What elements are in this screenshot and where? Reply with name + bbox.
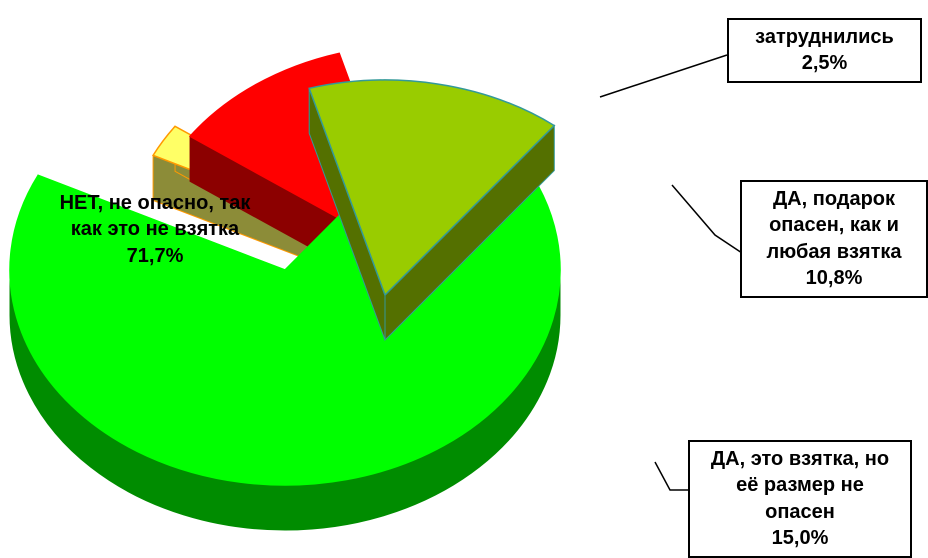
data-label: затруднились 2,5% [727, 18, 922, 83]
label-value: 15,0% [771, 527, 829, 550]
leader-lines [599, 54, 746, 491]
label-value: 10,8% [805, 267, 863, 290]
data-label: ДА, подарок опасен, как и любая взятка 10… [740, 180, 928, 298]
leader-line [671, 184, 746, 256]
leader-line [599, 54, 728, 98]
label-name: ДА, это взятка, но её размер не опасен [710, 448, 890, 523]
slice-top [308, 79, 556, 297]
label-name: затруднились [755, 26, 894, 48]
data-label: НЕТ, не опасно, так как это не взятка 71,… [55, 190, 255, 269]
slices [9, 52, 561, 531]
slice [308, 79, 556, 342]
data-label: ДА, это взятка, но её размер не опасен 15… [688, 440, 912, 558]
label-value: 2,5% [801, 52, 848, 75]
label-value: 71,7% [126, 244, 184, 267]
leader-line [654, 461, 690, 491]
label-name: ДА, подарок опасен, как и любая взятка [766, 188, 902, 263]
label-name: НЕТ, не опасно, так как это не взятка [59, 192, 251, 241]
